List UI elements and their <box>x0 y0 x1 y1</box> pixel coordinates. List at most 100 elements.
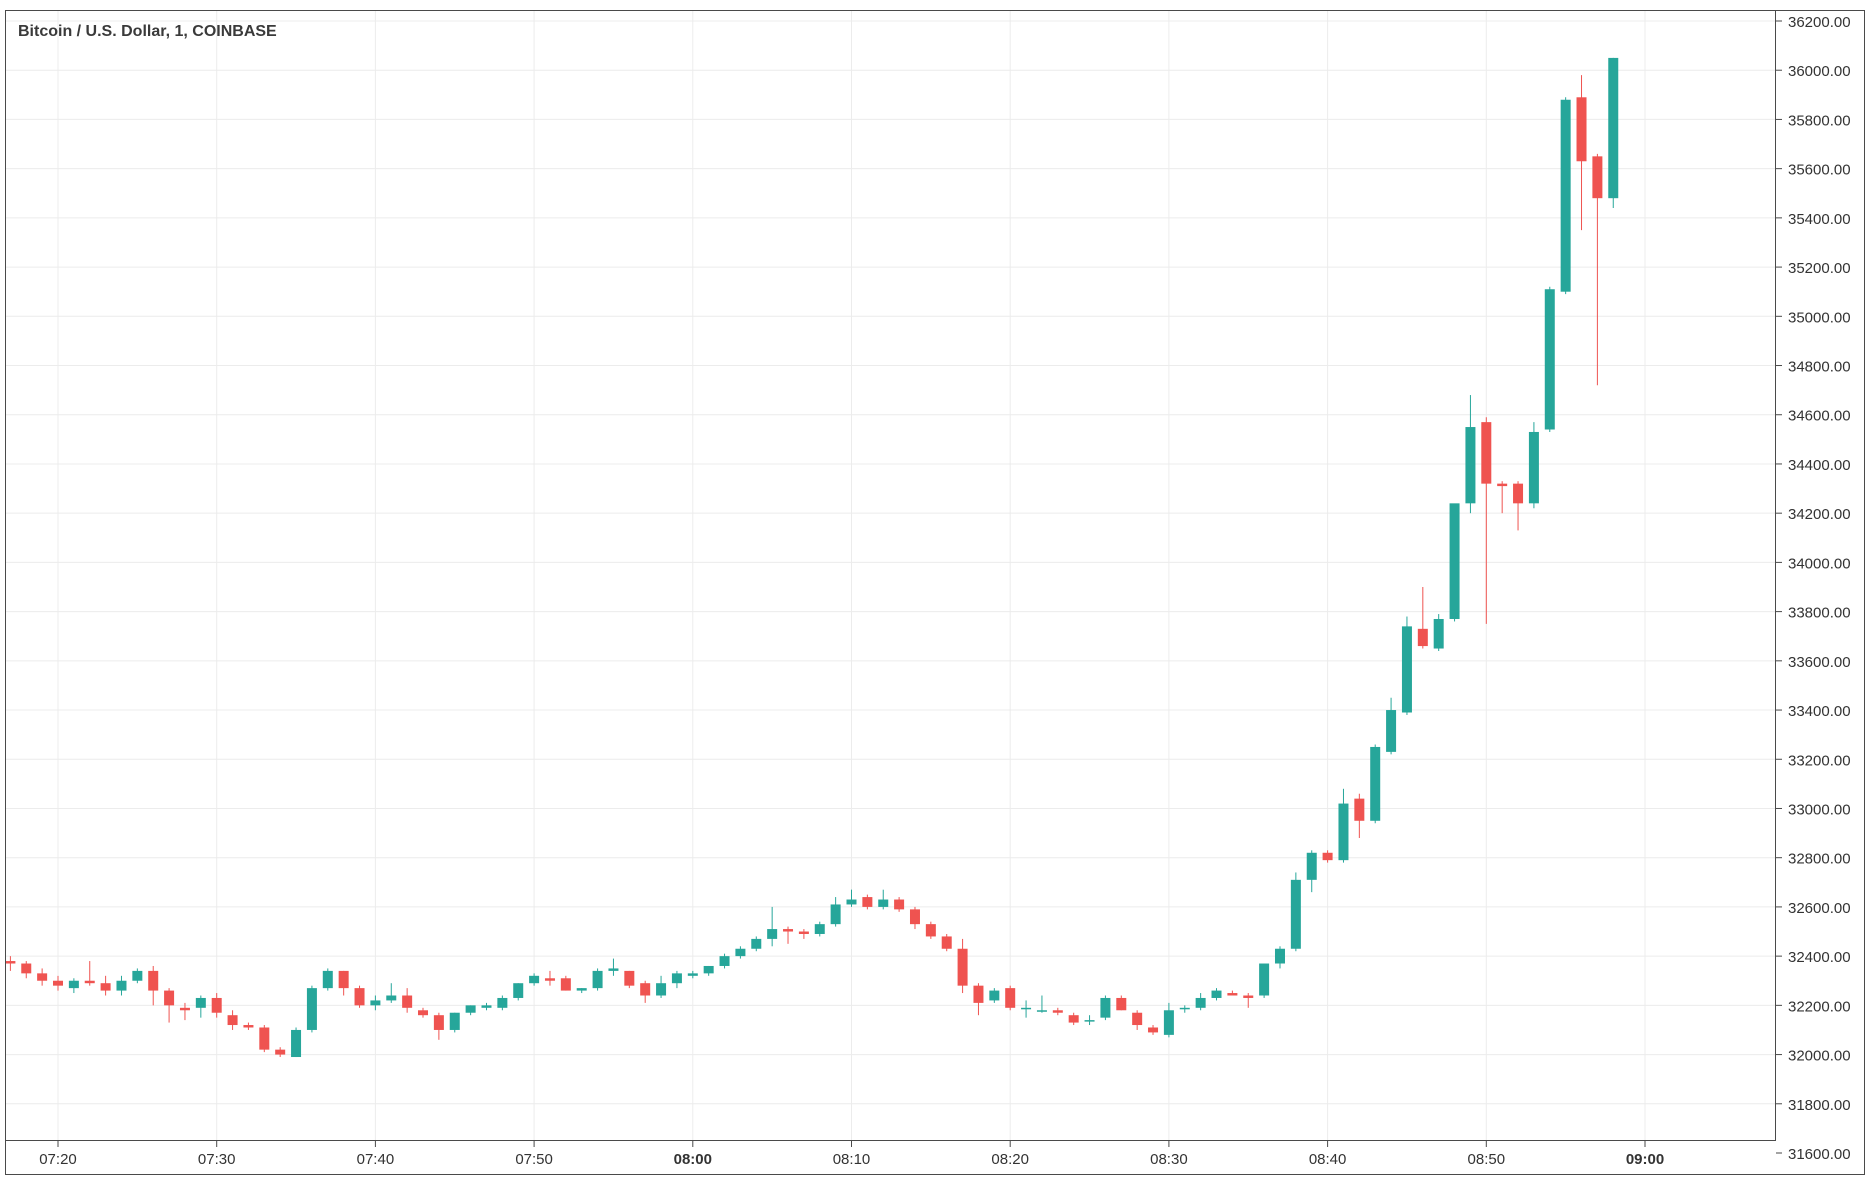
candle <box>798 929 809 939</box>
candle <box>529 973 540 986</box>
candle <box>402 988 413 1013</box>
candle <box>53 975 63 991</box>
candle <box>1608 57 1619 209</box>
candle-body <box>6 961 16 964</box>
candle <box>497 995 508 1011</box>
candle-body <box>322 970 333 989</box>
candle-body <box>402 995 413 1008</box>
candle <box>1481 417 1492 624</box>
candle-body <box>1354 798 1365 821</box>
candle <box>386 983 397 1003</box>
candle <box>1497 481 1508 514</box>
candle <box>1274 946 1285 969</box>
candle-body <box>1592 156 1603 199</box>
y-tick-label: 33200.00 <box>1788 752 1851 769</box>
candle-body <box>798 931 809 934</box>
y-tick-label: 32000.00 <box>1788 1048 1851 1065</box>
candle-body <box>1386 710 1397 752</box>
candle <box>291 1027 302 1058</box>
candle <box>1259 963 1270 998</box>
candle-body <box>259 1027 270 1050</box>
y-tick-label: 32200.00 <box>1788 998 1851 1015</box>
candle <box>640 980 651 1003</box>
candle <box>1052 1007 1063 1016</box>
candle-body <box>1148 1027 1159 1033</box>
candle-body <box>1068 1015 1079 1023</box>
candle-body <box>1195 997 1206 1008</box>
y-tick-label: 34600.00 <box>1788 408 1851 425</box>
candle <box>1195 993 1206 1011</box>
candle-body <box>1290 879 1301 949</box>
candle-body <box>1163 1010 1174 1035</box>
candle-body <box>862 897 873 907</box>
candle <box>211 993 222 1018</box>
x-tick-label: 09:00 <box>1626 1151 1664 1168</box>
candle <box>132 968 143 984</box>
plot-area[interactable]: Bitcoin / U.S. Dollar, 1, COINBASE <box>6 11 1776 1141</box>
candle <box>1100 995 1111 1021</box>
y-tick-label: 31600.00 <box>1788 1146 1851 1163</box>
candle-body <box>68 980 79 989</box>
candle-body <box>703 965 714 974</box>
candle-body <box>656 983 667 996</box>
candle <box>1386 697 1397 755</box>
candle <box>1179 1005 1190 1013</box>
candle <box>783 926 794 944</box>
candle <box>1021 1000 1032 1018</box>
y-tick-label: 32400.00 <box>1788 949 1851 966</box>
candle <box>1005 985 1016 1011</box>
candle-body <box>719 956 730 966</box>
candle <box>6 956 16 971</box>
candle <box>687 970 698 979</box>
candle-body <box>608 968 619 971</box>
y-tick-label: 32800.00 <box>1788 851 1851 868</box>
candle-body <box>1338 803 1349 861</box>
y-tick-label: 35600.00 <box>1788 162 1851 179</box>
candle <box>116 975 127 996</box>
candle-body <box>1211 990 1222 998</box>
candle <box>275 1047 286 1058</box>
candle-body <box>529 975 540 984</box>
candle-body <box>1021 1007 1032 1010</box>
candle-body <box>275 1049 286 1055</box>
candle <box>1322 850 1333 863</box>
candle <box>1465 395 1476 514</box>
y-tick-label: 34400.00 <box>1788 457 1851 474</box>
candle <box>1148 1025 1159 1035</box>
candle-body <box>687 973 698 976</box>
candle-body <box>1513 483 1524 504</box>
candle <box>338 970 349 996</box>
candle-body <box>1370 746 1381 821</box>
candle-body <box>195 997 206 1008</box>
x-tick-label: 08:40 <box>1309 1151 1347 1168</box>
candle-body <box>116 980 127 991</box>
y-tick-label: 35400.00 <box>1788 211 1851 228</box>
candle-body <box>957 948 968 986</box>
candle <box>1132 1010 1143 1030</box>
candle-body <box>1132 1012 1143 1026</box>
candle <box>1592 153 1603 386</box>
candle-body <box>941 936 952 949</box>
y-tick-label: 35000.00 <box>1788 309 1851 326</box>
y-tick-label: 35200.00 <box>1788 260 1851 277</box>
candle-body <box>306 988 317 1030</box>
candle-body <box>1528 431 1539 504</box>
candle-body <box>1608 57 1619 199</box>
x-tick-label: 07:30 <box>198 1151 236 1168</box>
y-tick-label: 36000.00 <box>1788 63 1851 80</box>
candle-body <box>1465 427 1476 504</box>
x-tick-label: 08:30 <box>1150 1151 1188 1168</box>
candle <box>925 921 936 939</box>
candle-body <box>148 970 159 991</box>
candle <box>179 1002 190 1021</box>
candle <box>1354 793 1365 839</box>
candle <box>37 968 48 986</box>
candle <box>481 1002 492 1011</box>
candle-body <box>1084 1020 1095 1022</box>
x-tick-label: 08:20 <box>991 1151 1029 1168</box>
candle-body <box>735 948 746 957</box>
candle-body <box>814 924 825 934</box>
chart-frame: Bitcoin / U.S. Dollar, 1, COINBASE 36200… <box>5 10 1865 1175</box>
candle <box>878 889 889 910</box>
candle <box>433 1012 444 1040</box>
